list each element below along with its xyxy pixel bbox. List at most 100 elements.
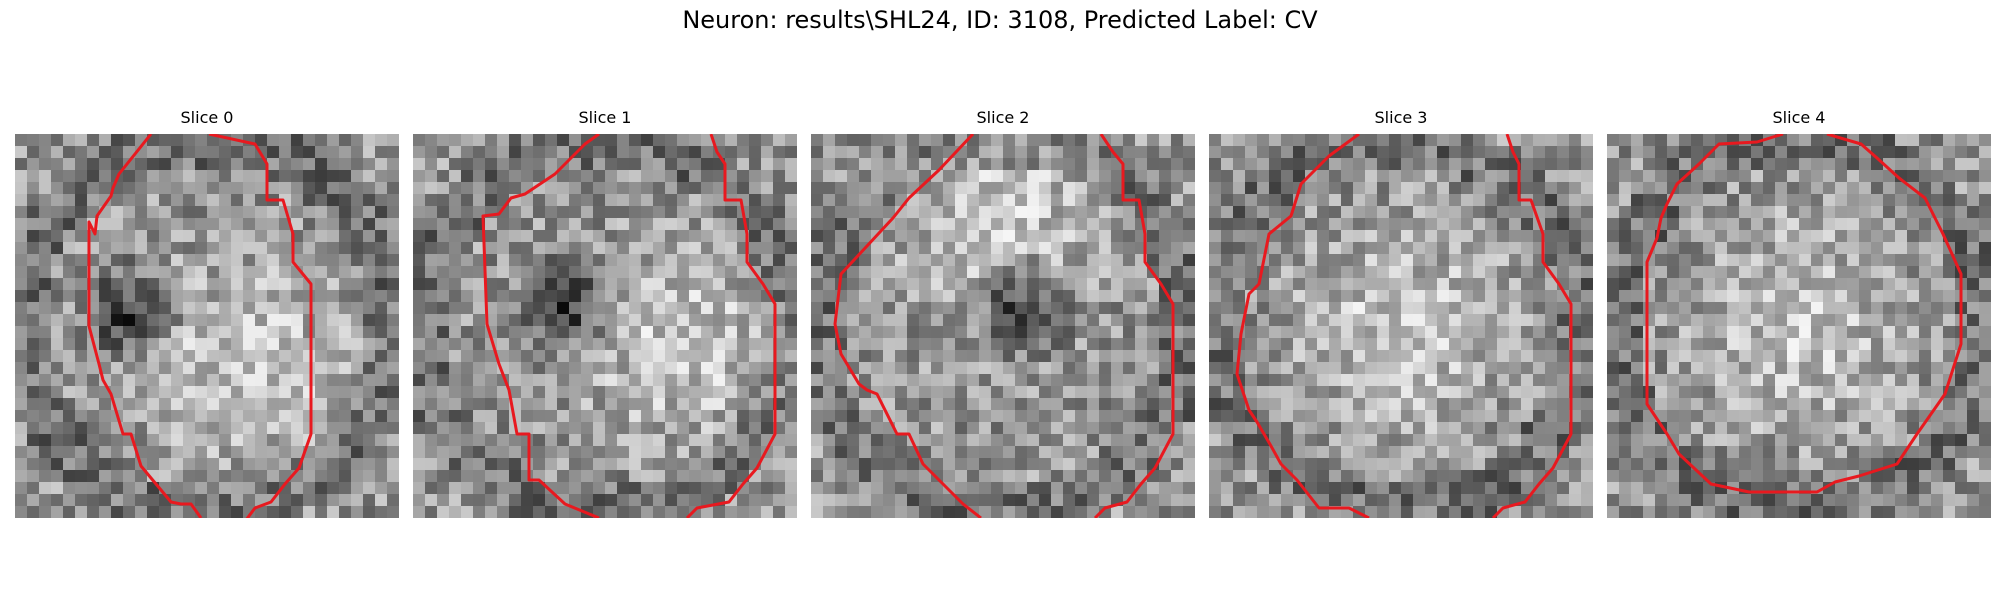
pixel-cell <box>979 266 992 279</box>
pixel-cell <box>1509 254 1522 267</box>
pixel-cell <box>159 506 172 518</box>
pixel-cell <box>1015 158 1028 171</box>
pixel-cell <box>1473 374 1486 387</box>
pixel-cell <box>375 302 388 315</box>
pixel-cell <box>1859 326 1872 339</box>
pixel-cell <box>1859 206 1872 219</box>
pixel-cell <box>1943 278 1956 291</box>
pixel-cell <box>907 494 920 507</box>
pixel-cell <box>533 170 546 183</box>
pixel-cell <box>1751 374 1764 387</box>
pixel-cell <box>1329 434 1342 447</box>
pixel-cell <box>147 494 160 507</box>
pixel-cell <box>737 398 750 411</box>
pixel-cell <box>1931 362 1944 375</box>
pixel-cell <box>979 338 992 351</box>
pixel-cell <box>1159 218 1172 231</box>
pixel-cell <box>991 290 1004 303</box>
pixel-cell <box>617 338 630 351</box>
pixel-cell <box>1147 146 1160 159</box>
pixel-cell <box>75 374 88 387</box>
pixel-cell <box>713 458 726 471</box>
pixel-cell <box>1257 494 1270 507</box>
pixel-cell <box>375 218 388 231</box>
pixel-cell <box>1473 386 1486 399</box>
pixel-cell <box>231 170 244 183</box>
pixel-cell <box>1691 314 1704 327</box>
pixel-cell <box>955 350 968 363</box>
pixel-cell <box>1221 398 1234 411</box>
pixel-cell <box>279 314 292 327</box>
pixel-cell <box>1787 446 1800 459</box>
pixel-cell <box>1943 446 1956 459</box>
pixel-cell <box>979 410 992 423</box>
pixel-cell <box>1389 482 1402 495</box>
pixel-cell <box>1775 398 1788 411</box>
pixel-cell <box>1401 398 1414 411</box>
pixel-cell <box>1269 242 1282 255</box>
pixel-cell <box>1171 242 1184 255</box>
pixel-cell <box>1147 254 1160 267</box>
pixel-cell <box>883 446 896 459</box>
pixel-cell <box>943 494 956 507</box>
pixel-cell <box>111 242 124 255</box>
pixel-cell <box>1147 134 1160 147</box>
pixel-cell <box>1245 326 1258 339</box>
pixel-cell <box>811 266 824 279</box>
pixel-cell <box>231 350 244 363</box>
pixel-cell <box>895 218 908 231</box>
pixel-cell <box>413 302 426 315</box>
pixel-cell <box>1799 278 1812 291</box>
pixel-cell <box>1159 458 1172 471</box>
pixel-cell <box>1159 194 1172 207</box>
pixel-cell <box>1727 278 1740 291</box>
pixel-cell <box>581 470 594 483</box>
pixel-cell <box>1015 374 1028 387</box>
pixel-cell <box>243 290 256 303</box>
pixel-cell <box>1739 134 1752 147</box>
pixel-cell <box>1111 314 1124 327</box>
pixel-cell <box>1075 182 1088 195</box>
pixel-cell <box>1509 218 1522 231</box>
pixel-cell <box>835 254 848 267</box>
pixel-cell <box>931 254 944 267</box>
pixel-cell <box>1425 266 1438 279</box>
pixel-cell <box>919 302 932 315</box>
pixel-cell <box>1751 254 1764 267</box>
pixel-cell <box>1003 146 1016 159</box>
pixel-cell <box>1763 386 1776 399</box>
pixel-cell <box>1883 338 1896 351</box>
pixel-cell <box>255 434 268 447</box>
pixel-cell <box>315 362 328 375</box>
pixel-cell <box>847 326 860 339</box>
pixel-cell <box>327 506 340 518</box>
pixel-cell <box>569 314 582 327</box>
pixel-cell <box>1413 506 1426 518</box>
pixel-cell <box>255 350 268 363</box>
pixel-cell <box>339 314 352 327</box>
pixel-cell <box>835 422 848 435</box>
pixel-cell <box>1281 170 1294 183</box>
pixel-cell <box>1413 302 1426 315</box>
pixel-cell <box>1281 278 1294 291</box>
pixel-cell <box>617 182 630 195</box>
pixel-cell <box>135 386 148 399</box>
pixel-cell <box>63 434 76 447</box>
pixel-cell <box>1679 230 1692 243</box>
pixel-cell <box>387 314 399 327</box>
pixel-cell <box>569 338 582 351</box>
pixel-cell <box>1847 410 1860 423</box>
pixel-cell <box>847 410 860 423</box>
pixel-cell <box>521 362 534 375</box>
pixel-cell <box>1799 230 1812 243</box>
pixel-cell <box>1245 482 1258 495</box>
pixel-cell <box>749 338 762 351</box>
pixel-cell <box>1135 290 1148 303</box>
pixel-cell <box>1763 218 1776 231</box>
pixel-cell <box>413 422 426 435</box>
pixel-cell <box>183 458 196 471</box>
pixel-cell <box>581 374 594 387</box>
pixel-cell <box>1509 290 1522 303</box>
pixel-cell <box>1823 374 1836 387</box>
pixel-cell <box>761 158 774 171</box>
